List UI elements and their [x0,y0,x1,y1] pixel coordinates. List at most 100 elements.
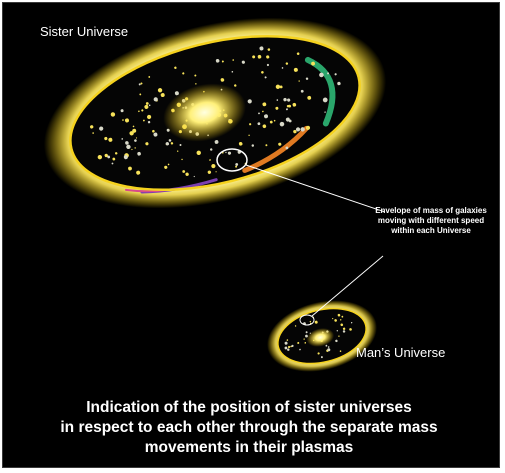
galaxy-dot [211,163,216,169]
galaxy-dot [287,345,291,349]
galaxy-dot [112,157,116,161]
galaxy-dot [281,67,284,69]
galaxy-dot [305,331,308,334]
galaxy-dot [287,348,290,351]
galaxy-dot [132,128,137,133]
galaxy-dot [248,134,250,137]
galaxy-dot [314,320,318,324]
galaxy-dot [339,350,342,352]
galaxy-dot [262,124,267,129]
galaxy-dot [319,72,324,78]
galaxy-dot [275,84,281,89]
galaxy-dot [304,342,307,344]
galaxy-dot [170,142,174,145]
galaxy-dot [182,72,185,75]
galaxy-dot [257,122,261,126]
galaxy-dot [284,346,288,350]
galaxy-dot [134,139,137,142]
galaxy-dot [134,147,136,149]
galaxy-dot [311,61,315,66]
mans-universe-core [306,328,335,347]
galaxy-dot [287,98,291,102]
galaxy-dot [241,60,245,64]
galaxy-dot [295,127,301,132]
galaxy-dot [104,153,108,158]
galaxy-dot [145,102,149,105]
galaxy-dot [143,119,145,122]
galaxy-dot [214,140,219,144]
galaxy-dot [153,97,158,102]
galaxy-dot [168,139,172,142]
galaxy-dot [193,175,195,178]
galaxy-dot [294,325,297,327]
galaxy-dot [332,317,334,320]
galaxy-dot [264,76,267,79]
galaxy-dot [99,126,104,131]
galaxy-dot [317,352,320,355]
galaxy-dot [300,127,305,132]
envelope-label: Envelope of mass of galaxies moving with… [375,206,487,235]
galaxy-dot [292,102,297,107]
galaxy-dot [221,60,224,63]
galaxy-dot [145,142,149,146]
galaxy-dot [303,338,305,340]
galaxy-dot [97,154,103,160]
galaxy-dot [231,70,234,73]
galaxy-dot [194,74,197,77]
galaxy-dot [227,151,232,155]
galaxy-dot [167,163,170,166]
galaxy-dot [293,67,298,72]
galaxy-dot [225,151,227,154]
galaxy-dot [286,104,290,108]
galaxy-dot [262,110,264,113]
galaxy-dot [327,348,331,352]
galaxy-dot [140,82,143,85]
galaxy-dot [185,172,189,176]
mans-universe-label: Man’s Universe [356,345,446,360]
galaxy-dot [285,62,289,65]
mans-universe-rim [277,307,367,365]
galaxy-dot [132,125,135,128]
galaxy-dot [340,319,342,321]
galaxy-dot [334,73,337,76]
galaxy-dot [115,152,118,155]
galaxy-dot [342,327,346,330]
galaxy-dot [307,95,312,100]
galaxy-dot [210,148,213,151]
galaxy-dot [252,55,256,59]
sister-universe-rim [69,34,361,192]
envelope-marker-small [299,314,315,326]
galaxy-dot [247,99,252,104]
galaxy-dot [235,163,239,166]
galaxy-dot [349,328,352,331]
galaxy-dot [276,99,279,101]
galaxy-dot [337,313,341,317]
galaxy-dot [148,104,151,107]
galaxy-dot [297,341,300,344]
caption: Indication of the position of sister uni… [10,398,488,458]
galaxy-dot [265,144,268,147]
galaxy-dot [110,112,116,117]
galaxy-dot [209,159,211,161]
galaxy-dot [327,72,330,75]
galaxy-dot [251,144,254,147]
galaxy-dot [207,170,212,174]
galaxy-dot [234,84,237,87]
galaxy-dot [334,319,337,322]
caption-line-1: Indication of the position of sister uni… [86,399,412,416]
galaxy-dot [177,150,179,152]
galaxy-dot [335,339,338,343]
galaxy-dot [322,97,328,103]
galaxy-dot [104,136,108,141]
galaxy-dot [320,356,323,359]
galaxy-dot [174,91,179,96]
caption-line-3: movements in their plasmas [144,439,354,456]
galaxy-dot [266,55,270,59]
galaxy-dot [179,143,182,146]
galaxy-dot [286,339,289,341]
galaxy-dot [126,144,131,150]
leader-line-large [245,164,386,213]
galaxy-dot [285,117,290,122]
sister-universe [43,17,387,209]
